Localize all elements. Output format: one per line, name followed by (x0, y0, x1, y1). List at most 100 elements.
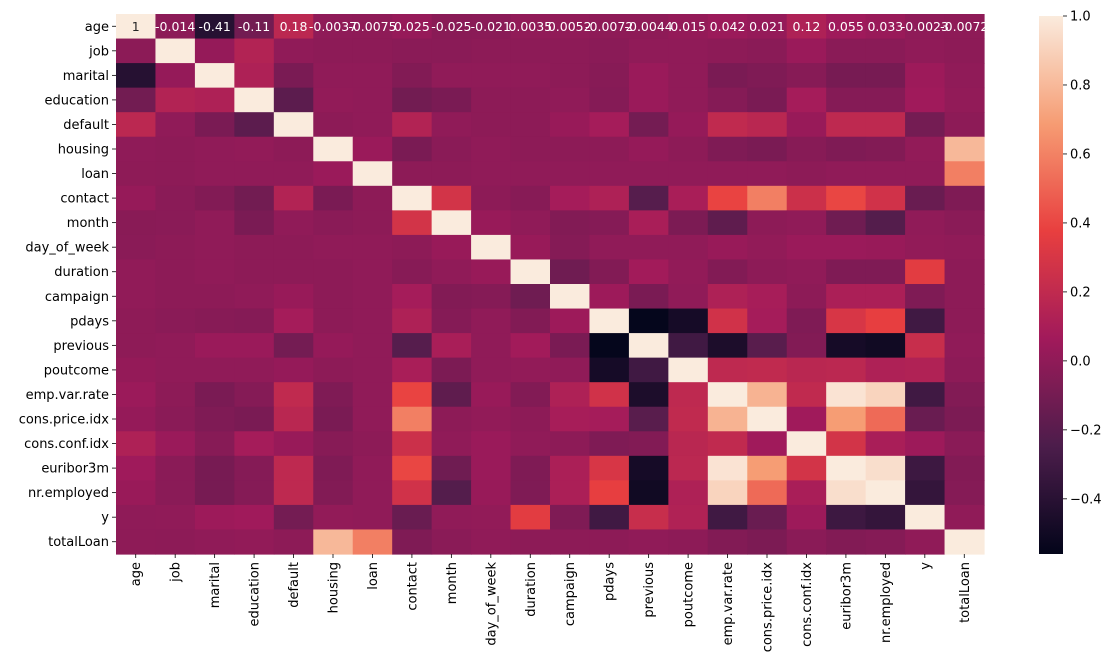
heatmap-cell (747, 480, 788, 506)
heatmap-cell (471, 406, 512, 432)
cell-annotation: -0.11 (238, 19, 270, 34)
heatmap-cell (786, 14, 827, 40)
heatmap-cell (273, 333, 314, 359)
heatmap-cell (826, 259, 867, 285)
heatmap-cell (707, 480, 748, 506)
heatmap-cell (944, 38, 985, 64)
heatmap-cell (905, 136, 946, 162)
heatmap-cell (352, 480, 393, 506)
heatmap-cell (234, 112, 275, 138)
heatmap-cell (155, 357, 196, 383)
y-tick-label: marital (63, 69, 109, 84)
heatmap-cell (550, 333, 591, 359)
heatmap-cell (668, 406, 709, 432)
heatmap-cell (550, 284, 591, 310)
heatmap-cell (865, 480, 906, 506)
heatmap-cell (431, 406, 472, 432)
heatmap-cell (155, 14, 196, 40)
heatmap-cell (194, 136, 235, 162)
heatmap-cell (905, 112, 946, 138)
colorbar-tick-label: −0.2 (1070, 423, 1102, 438)
heatmap-cell (116, 259, 157, 285)
heatmap-cell (510, 529, 551, 555)
heatmap-cell (471, 529, 512, 555)
heatmap-cell (550, 63, 591, 89)
heatmap-cell (471, 504, 512, 531)
heatmap-cell (510, 210, 551, 236)
heatmap-cell (392, 529, 433, 555)
heatmap-cell (471, 161, 512, 187)
heatmap-cell (707, 87, 748, 113)
heatmap-cell (668, 185, 709, 211)
heatmap-cell (707, 161, 748, 187)
heatmap-cell (786, 87, 827, 113)
heatmap-cell (313, 308, 354, 334)
heatmap-cell (155, 112, 196, 138)
heatmap-cell (944, 63, 985, 89)
heatmap-cell (234, 185, 275, 211)
heatmap-cell (628, 259, 669, 285)
y-tick-label: previous (53, 339, 109, 354)
heatmap-cell (116, 504, 157, 531)
heatmap-cell (747, 406, 788, 432)
heatmap-cell (944, 210, 985, 236)
cell-annotation: 1 (132, 19, 140, 34)
heatmap-cell (628, 112, 669, 138)
heatmap-cell (905, 431, 946, 457)
heatmap-cell (550, 210, 591, 236)
heatmap-cell (352, 234, 393, 261)
cell-annotation: -0.0023 (901, 19, 949, 34)
heatmap-cell (116, 480, 157, 506)
x-tick-label: nr.employed (879, 562, 894, 643)
x-tick-label: pdays (603, 562, 618, 601)
heatmap-cell (786, 284, 827, 310)
heatmap-cell (431, 357, 472, 383)
heatmap-cell (194, 14, 235, 40)
heatmap-cell (628, 87, 669, 113)
x-tick-label: education (248, 562, 263, 627)
heatmap-cell (510, 308, 551, 334)
heatmap-cell (194, 357, 235, 383)
heatmap-cell (273, 259, 314, 285)
heatmap-cell (628, 382, 669, 408)
heatmap-cell (431, 504, 472, 531)
x-tick-label: age (129, 562, 144, 586)
heatmap-cell (589, 504, 630, 531)
x-tick-label: housing (327, 562, 342, 613)
heatmap-cell (550, 185, 591, 211)
heatmap-cell (786, 38, 827, 64)
heatmap-cell (116, 63, 157, 89)
y-tick-label: housing (58, 143, 109, 158)
heatmap-cell (352, 38, 393, 64)
heatmap-cell (273, 136, 314, 162)
heatmap-cell (826, 14, 867, 40)
heatmap-cell (707, 63, 748, 89)
heatmap-cell (905, 529, 946, 555)
heatmap-cell (944, 136, 985, 162)
colorbar-gradient (1039, 16, 1063, 554)
heatmap-cell (313, 185, 354, 211)
heatmap-cell (589, 382, 630, 408)
cell-annotation: -0.025 (431, 19, 471, 34)
heatmap-cell (550, 136, 591, 162)
heatmap-cell (431, 284, 472, 310)
heatmap-cell (392, 14, 433, 40)
heatmap-cell (431, 234, 472, 261)
heatmap-cell (826, 308, 867, 334)
heatmap-cell (273, 455, 314, 481)
y-tick-label: pdays (70, 314, 109, 329)
y-tick-label: education (44, 93, 109, 108)
heatmap-cell (431, 38, 472, 64)
heatmap-cell (471, 87, 512, 113)
heatmap-cell (392, 259, 433, 285)
heatmap-cell (234, 333, 275, 359)
heatmap-cell (116, 357, 157, 383)
cell-annotation: 0.0052 (548, 19, 592, 34)
heatmap-cell (194, 455, 235, 481)
heatmap-cell (392, 480, 433, 506)
heatmap-cells (116, 14, 985, 555)
heatmap-cell (747, 210, 788, 236)
heatmap-cell (826, 234, 867, 261)
heatmap-cell (116, 529, 157, 555)
heatmap-cell (431, 161, 472, 187)
